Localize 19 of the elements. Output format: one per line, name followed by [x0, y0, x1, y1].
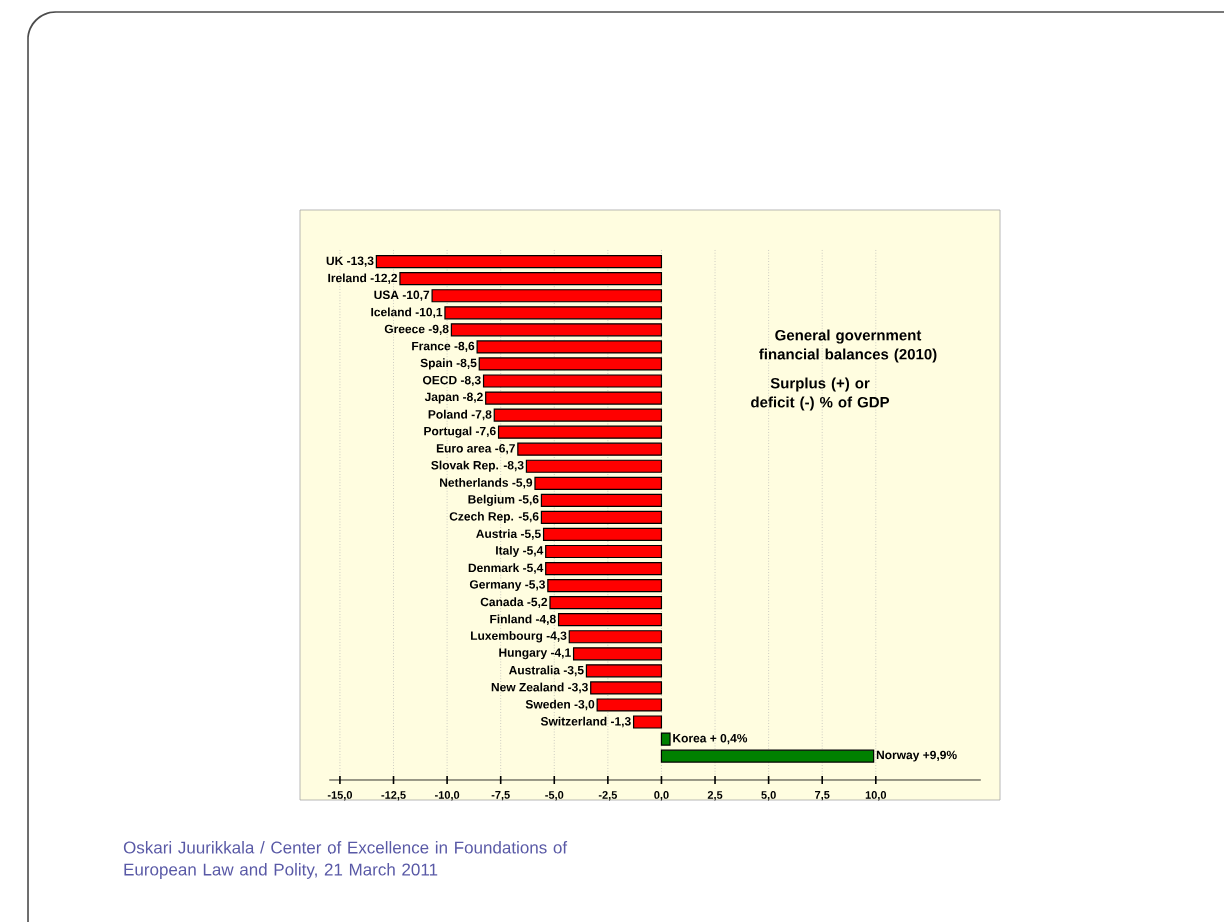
bar	[444, 306, 663, 320]
bar	[545, 544, 663, 559]
bar	[545, 561, 663, 576]
bar	[450, 323, 663, 337]
bar	[549, 596, 663, 610]
bar	[568, 630, 663, 644]
bar	[547, 579, 663, 593]
bar	[540, 493, 663, 507]
bar	[542, 527, 663, 542]
bar	[534, 476, 663, 490]
bar	[525, 459, 663, 473]
bar	[399, 272, 663, 286]
bar	[375, 255, 663, 269]
bar	[557, 613, 663, 627]
bar	[431, 289, 663, 303]
text: Oskari Juurikkala / Center of Excellence in Foundations of European Law and Polity, 21 March 2011	[123, 841, 568, 879]
bar	[540, 510, 663, 525]
bar	[517, 442, 663, 456]
bar	[572, 647, 663, 661]
